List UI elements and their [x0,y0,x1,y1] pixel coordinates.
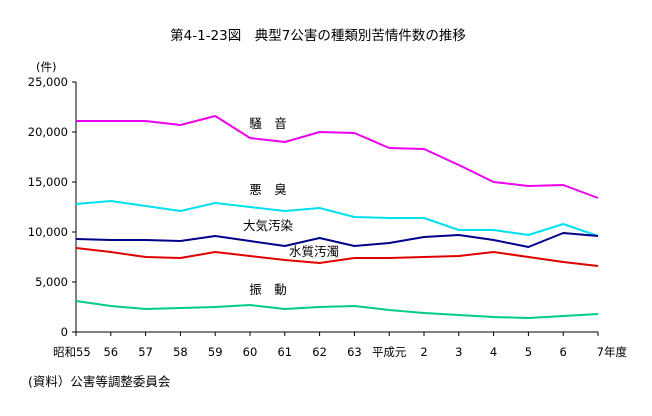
x-tick-label: 59 [208,345,223,359]
x-tick-label: 58 [173,345,188,359]
series-line [75,300,599,319]
x-tick-label: 5 [525,345,532,359]
x-tick-label: 4 [490,345,497,359]
y-tick-label: 10,000 [28,225,68,239]
series-line [75,247,599,267]
series-label: 騒 音 [249,116,287,131]
series-line [75,200,599,237]
axes [75,82,598,333]
y-tick-label: 20,000 [28,125,68,139]
series-label: 水質汚濁 [289,244,339,259]
x-tick-label: 平成元 [372,345,407,359]
series-line [76,115,599,199]
x-tick-label: 7年度 [597,345,628,359]
x-tick-label: 61 [277,345,292,359]
x-tick-label: 62 [312,345,327,359]
series-line [75,232,599,248]
x-tick-label: 56 [103,345,118,359]
x-tick-label: 57 [138,345,153,359]
x-tick-label: 63 [347,345,362,359]
x-tick-label: 2 [420,345,427,359]
x-tick-label: 3 [455,345,462,359]
source-note: (資料）公害等調整委員会 [28,374,171,389]
x-axis-ticks: 昭和55 56 57 58 59 60 61 62 63 平成元 2 3 4 5 6 7年度 [53,332,627,359]
y-tick-label: 25,000 [28,75,68,89]
x-tick-label: 60 [243,345,258,359]
y-tick-label: 0 [61,325,68,339]
series-label: 大気汚染 [243,218,294,233]
series-label: 振 動 [249,282,287,297]
x-tick-label: 昭和55 [53,345,91,359]
y-tick-label: 15,000 [28,175,68,189]
x-tick-label: 6 [560,345,567,359]
y-axis-label: (件) [36,60,56,74]
chart-title: 第4-1-23図 典型7公害の種類別苦情件数の推移 [170,27,466,44]
y-axis-ticks: 0 5,000 10,000 15,000 20,000 25,000 [28,75,76,339]
y-tick-label: 5,000 [35,275,68,289]
series-label: 悪 臭 [249,182,287,197]
series-lines [75,115,599,319]
